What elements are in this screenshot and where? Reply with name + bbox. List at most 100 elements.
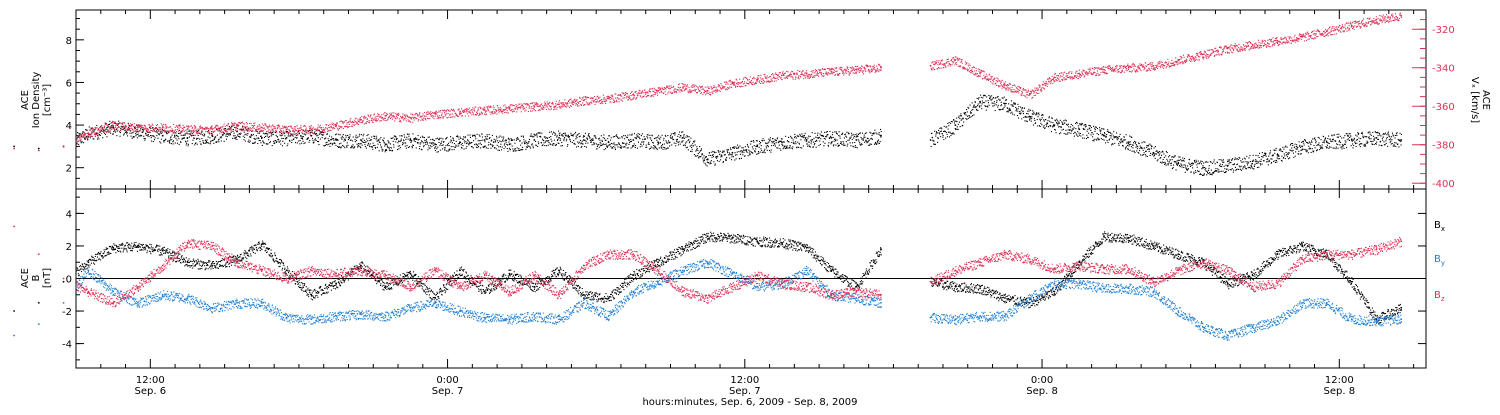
data-point — [244, 130, 245, 131]
data-point — [161, 128, 162, 129]
data-point — [541, 133, 542, 134]
data-point — [1356, 146, 1357, 147]
data-point — [280, 144, 281, 145]
data-point — [98, 137, 99, 138]
data-point — [1200, 161, 1201, 162]
data-point — [830, 143, 831, 144]
data-point — [680, 135, 681, 136]
data-point — [435, 146, 436, 147]
data-point — [943, 139, 944, 140]
data-point — [678, 134, 679, 135]
data-point — [453, 109, 454, 110]
data-point — [235, 135, 236, 136]
data-point — [490, 106, 491, 107]
data-point — [1104, 133, 1105, 134]
data-point — [163, 141, 164, 142]
data-point — [363, 120, 364, 121]
data-point — [1391, 136, 1392, 137]
data-point — [458, 136, 459, 137]
data-point — [265, 125, 266, 126]
data-point — [727, 152, 728, 153]
data-point — [226, 134, 227, 135]
data-point — [359, 119, 360, 120]
data-point — [366, 117, 367, 118]
data-point — [1237, 158, 1238, 159]
data-point — [38, 148, 40, 150]
data-point — [863, 138, 864, 139]
data-point — [601, 145, 602, 146]
data-point — [82, 137, 83, 138]
data-point — [594, 143, 595, 144]
data-point — [998, 105, 999, 106]
data-point — [104, 126, 105, 127]
data-point — [839, 136, 840, 137]
data-point — [324, 132, 325, 133]
data-point — [282, 133, 283, 134]
data-point — [549, 132, 550, 133]
data-point — [100, 127, 101, 128]
data-point — [1012, 105, 1013, 106]
data-point — [1118, 138, 1119, 139]
data-point — [454, 143, 455, 144]
data-point — [291, 142, 292, 143]
data-point — [81, 139, 82, 140]
data-point — [629, 142, 630, 143]
data-point — [321, 134, 322, 135]
data-point — [1023, 113, 1024, 114]
data-point — [495, 112, 496, 113]
data-point — [380, 120, 381, 121]
data-point — [1137, 146, 1138, 147]
data-point — [1029, 120, 1030, 121]
data-point — [1182, 158, 1183, 159]
data-point — [89, 134, 90, 135]
data-point — [1372, 144, 1373, 145]
data-point — [1110, 135, 1111, 136]
data-point — [249, 123, 250, 124]
data-point — [1370, 138, 1371, 139]
data-point — [603, 134, 604, 135]
data-point — [552, 134, 553, 135]
data-point — [1076, 135, 1077, 136]
data-point — [290, 133, 291, 134]
data-point — [512, 140, 513, 141]
data-point — [1400, 140, 1401, 141]
data-point — [261, 137, 262, 138]
data-point — [1312, 148, 1313, 149]
data-point — [515, 148, 516, 149]
data-point — [736, 158, 737, 159]
data-point — [880, 141, 881, 142]
data-point — [536, 145, 537, 146]
data-point — [374, 120, 375, 121]
data-point — [603, 137, 604, 138]
data-point — [125, 128, 126, 129]
data-point — [1032, 110, 1033, 111]
data-point — [1129, 144, 1130, 145]
data-point — [1327, 145, 1328, 146]
data-point — [221, 136, 222, 137]
data-point — [470, 134, 471, 135]
data-point — [162, 125, 163, 126]
data-point — [1331, 141, 1332, 142]
data-point — [178, 136, 179, 137]
data-point — [333, 140, 334, 141]
data-point — [585, 140, 586, 141]
data-point — [169, 132, 170, 133]
data-point — [1333, 139, 1334, 140]
data-point — [527, 144, 528, 145]
data-point — [640, 146, 641, 147]
data-point — [1100, 130, 1101, 131]
data-point — [842, 133, 843, 134]
data-point — [537, 146, 538, 147]
data-point — [474, 144, 475, 145]
data-point — [864, 137, 865, 138]
data-point — [656, 140, 657, 141]
data-point — [101, 130, 102, 131]
data-point — [452, 149, 453, 150]
data-point — [434, 143, 436, 145]
data-point — [186, 144, 187, 145]
data-point — [576, 137, 577, 138]
data-point — [771, 145, 772, 146]
data-point — [1084, 125, 1085, 126]
data-point — [250, 141, 251, 142]
data-point — [504, 148, 505, 149]
